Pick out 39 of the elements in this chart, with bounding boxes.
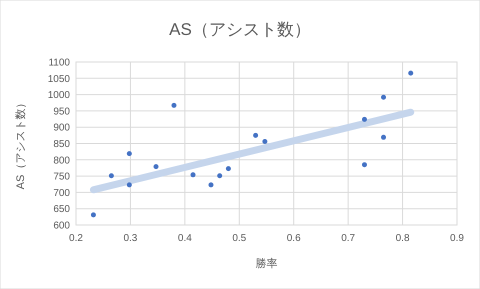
y-tick-label: 600 [53,220,70,232]
point [217,173,222,178]
point [408,70,414,76]
point [126,151,132,156]
point [126,182,132,188]
y-tick-label: 1050 [48,74,70,85]
x-tick-label: 0.4 [178,233,192,244]
point [226,166,231,172]
y-tick-label: 1000 [48,90,70,102]
y-tick-label: 900 [53,122,70,134]
x-tick-label: 0.5 [232,233,247,244]
y-tick-label: 950 [53,106,70,118]
y-tick-label: 850 [53,139,70,150]
y-tick-label: 650 [53,204,70,216]
point [362,116,367,122]
point [381,134,386,140]
x-tick-label: 0.9 [450,233,464,244]
point [190,172,196,178]
point [208,182,214,188]
y-tick-label: 700 [53,188,70,199]
point [253,132,258,138]
x-tick-label: 0.8 [396,233,410,244]
y-tick-label: 1100 [48,58,70,68]
point [381,94,386,100]
point [154,164,159,170]
x-tick-label: 0.6 [286,233,302,244]
x-tick-label: 0.7 [341,233,356,244]
point [362,162,367,168]
chart-title: AS（アシスト数） [169,20,311,39]
point [108,173,114,178]
point [171,102,176,108]
x-axis-title: 勝率 [256,257,278,270]
y-tick-label: 750 [53,172,70,183]
point [262,139,268,144]
x-tick-label: 0.3 [123,233,138,244]
x-tick-label: 0.2 [69,233,84,244]
point [90,212,96,218]
y-axis-title: AS（アシスト数） [15,98,27,190]
y-tick-label: 800 [53,155,70,166]
